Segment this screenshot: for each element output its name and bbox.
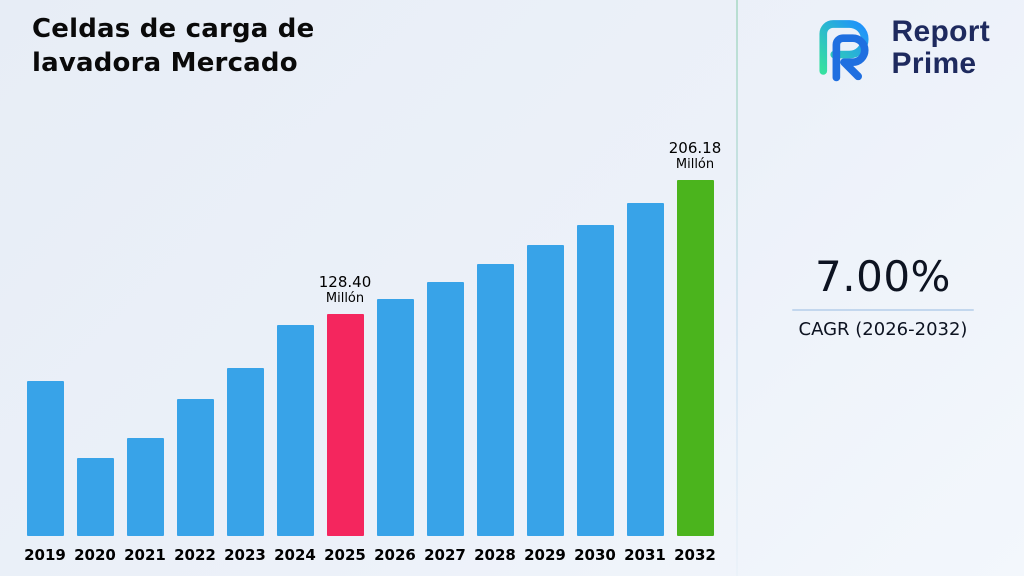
- annotation-unit: Millón: [325, 291, 365, 307]
- bar-2029: [526, 245, 564, 536]
- brand-wordmark: Report Prime: [891, 14, 990, 81]
- bar-column-2030: 2030: [574, 225, 616, 564]
- annotation-value: 206.18: [668, 138, 722, 157]
- x-tick-label-2026: 2026: [374, 546, 416, 564]
- bar-2023: [226, 368, 264, 536]
- bar-2020: [76, 458, 114, 536]
- bar-2032: [676, 180, 714, 536]
- page-title-line1: Celdas de carga de: [32, 14, 315, 44]
- bar-column-2022: 2022: [174, 399, 216, 564]
- x-tick-label-2024: 2024: [274, 546, 316, 564]
- x-tick-label-2030: 2030: [574, 546, 616, 564]
- bar-column-2023: 2023: [224, 368, 266, 564]
- x-tick-label-2027: 2027: [424, 546, 466, 564]
- bar-2031: [626, 203, 664, 536]
- cagr-caption: CAGR (2026-2032): [798, 319, 968, 340]
- bar-column-2024: 2024: [274, 325, 316, 564]
- bar-column-2028: 2028: [474, 264, 516, 564]
- bar-2025: [326, 314, 364, 536]
- bar-column-2026: 2026: [374, 299, 416, 564]
- x-tick-label-2020: 2020: [74, 546, 116, 564]
- bar-2026: [376, 299, 414, 536]
- bar-column-2029: 2029: [524, 245, 566, 564]
- x-tick-label-2029: 2029: [524, 546, 566, 564]
- bar-2027: [426, 282, 464, 536]
- cagr-panel: 7.00% CAGR (2026-2032): [790, 252, 976, 340]
- report-prime-logo-icon: [818, 20, 869, 82]
- bar-2030: [576, 225, 614, 536]
- bar-2028: [476, 264, 514, 536]
- bar-column-2025: 128.40 Millón 2025: [319, 273, 372, 564]
- bar-2022: [176, 399, 214, 536]
- x-tick-label-2028: 2028: [474, 546, 516, 564]
- x-tick-label-2032: 2032: [674, 546, 716, 564]
- bar-column-2019: 2019: [24, 381, 66, 564]
- bar-column-2031: 2031: [624, 203, 666, 564]
- bar-column-2032: 206.18 Millón 2032: [669, 139, 722, 564]
- annotation-value: 128.40: [318, 272, 372, 291]
- bar-2024: [276, 325, 314, 536]
- brand-logo: Report Prime: [808, 12, 990, 84]
- x-tick-label-2019: 2019: [24, 546, 66, 564]
- bar-column-2020: 2020: [74, 458, 116, 564]
- bar-chart: 2019 2020 2021 2022 2023 2024 128.40 Millón 2025…: [8, 118, 732, 564]
- cagr-value: 7.00%: [815, 252, 951, 301]
- annotation-unit: Millón: [675, 157, 715, 173]
- bar-annotation-2032: 206.18 Millón: [669, 139, 722, 173]
- bar-2019: [26, 381, 64, 536]
- x-tick-label-2021: 2021: [124, 546, 166, 564]
- bar-annotation-2025: 128.40 Millón: [319, 273, 372, 307]
- x-tick-label-2022: 2022: [174, 546, 216, 564]
- x-tick-label-2023: 2023: [224, 546, 266, 564]
- page-title-line2: lavadora Mercado: [32, 48, 298, 79]
- bar-column-2021: 2021: [124, 438, 166, 564]
- page-title: Celdas de carga de lavadora Mercado: [32, 12, 314, 81]
- brand-line2: Prime: [891, 47, 977, 80]
- bar-column-2027: 2027: [424, 282, 466, 564]
- brand-line1: Report: [891, 14, 990, 48]
- cagr-divider: [792, 309, 974, 311]
- x-tick-label-2025: 2025: [324, 546, 366, 564]
- x-tick-label-2031: 2031: [624, 546, 666, 564]
- bar-2021: [126, 438, 164, 536]
- panel-divider: [736, 0, 738, 576]
